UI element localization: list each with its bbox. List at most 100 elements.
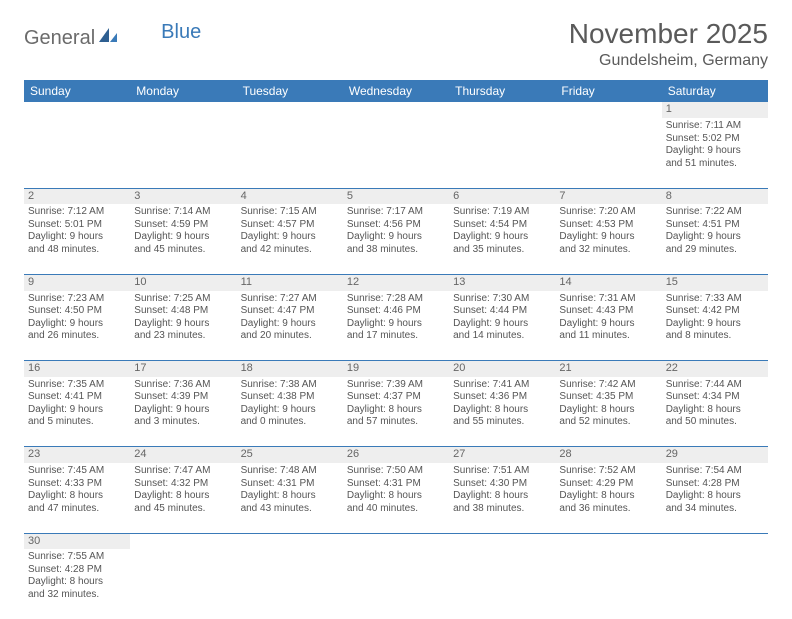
day-detail-cell: Sunrise: 7:48 AMSunset: 4:31 PMDaylight:… [237,463,343,533]
day-number-cell: 18 [237,361,343,377]
sunrise-text: Sunrise: 7:17 AM [347,206,445,219]
day-number-cell: 14 [555,274,661,290]
daylight-text: and 43 minutes. [241,503,339,516]
day-number-cell [237,533,343,549]
day-number-cell: 25 [237,447,343,463]
daylight-text: Daylight: 8 hours [453,404,551,417]
day-number-cell: 24 [130,447,236,463]
daylight-text: Daylight: 8 hours [241,490,339,503]
sunset-text: Sunset: 4:36 PM [453,391,551,404]
sunrise-text: Sunrise: 7:47 AM [134,465,232,478]
day-number-cell: 9 [24,274,130,290]
sunrise-text: Sunrise: 7:25 AM [134,293,232,306]
day-detail-row: Sunrise: 7:35 AMSunset: 4:41 PMDaylight:… [24,377,768,447]
daylight-text: and 47 minutes. [28,503,126,516]
daylight-text: and 42 minutes. [241,244,339,257]
sunset-text: Sunset: 4:35 PM [559,391,657,404]
sunrise-text: Sunrise: 7:36 AM [134,379,232,392]
day-number-cell [555,533,661,549]
sunrise-text: Sunrise: 7:50 AM [347,465,445,478]
day-number-cell [449,102,555,118]
daylight-text: Daylight: 9 hours [666,318,764,331]
sunrise-text: Sunrise: 7:48 AM [241,465,339,478]
title-block: November 2025 Gundelsheim, Germany [569,18,768,70]
day-number-row: 9101112131415 [24,274,768,290]
day-number-cell: 6 [449,188,555,204]
daylight-text: Daylight: 9 hours [347,318,445,331]
day-detail-cell: Sunrise: 7:38 AMSunset: 4:38 PMDaylight:… [237,377,343,447]
sunrise-text: Sunrise: 7:44 AM [666,379,764,392]
daylight-text: Daylight: 9 hours [666,231,764,244]
weekday-header: Sunday [24,80,130,102]
sunrise-text: Sunrise: 7:41 AM [453,379,551,392]
day-detail-cell [555,118,661,188]
day-number-row: 16171819202122 [24,361,768,377]
sunset-text: Sunset: 4:37 PM [347,391,445,404]
day-detail-cell [662,549,768,619]
month-title: November 2025 [569,18,768,50]
daylight-text: Daylight: 9 hours [134,404,232,417]
sunset-text: Sunset: 4:54 PM [453,219,551,232]
day-detail-cell [343,118,449,188]
day-number-cell: 5 [343,188,449,204]
sunset-text: Sunset: 4:47 PM [241,305,339,318]
day-detail-cell: Sunrise: 7:14 AMSunset: 4:59 PMDaylight:… [130,204,236,274]
day-detail-cell: Sunrise: 7:35 AMSunset: 4:41 PMDaylight:… [24,377,130,447]
sunrise-text: Sunrise: 7:42 AM [559,379,657,392]
day-number-cell: 26 [343,447,449,463]
day-number-row: 1 [24,102,768,118]
daylight-text: and 57 minutes. [347,416,445,429]
sunset-text: Sunset: 4:30 PM [453,478,551,491]
daylight-text: and 23 minutes. [134,330,232,343]
daylight-text: and 17 minutes. [347,330,445,343]
daylight-text: and 51 minutes. [666,158,764,171]
day-detail-cell [130,549,236,619]
day-detail-cell: Sunrise: 7:39 AMSunset: 4:37 PMDaylight:… [343,377,449,447]
sunset-text: Sunset: 4:28 PM [666,478,764,491]
day-detail-row: Sunrise: 7:23 AMSunset: 4:50 PMDaylight:… [24,291,768,361]
sunset-text: Sunset: 4:39 PM [134,391,232,404]
sunrise-text: Sunrise: 7:14 AM [134,206,232,219]
daylight-text: and 35 minutes. [453,244,551,257]
daylight-text: and 45 minutes. [134,503,232,516]
day-number-cell: 15 [662,274,768,290]
day-detail-cell: Sunrise: 7:42 AMSunset: 4:35 PMDaylight:… [555,377,661,447]
sunset-text: Sunset: 4:29 PM [559,478,657,491]
sunrise-text: Sunrise: 7:19 AM [453,206,551,219]
sunset-text: Sunset: 4:38 PM [241,391,339,404]
day-number-cell [555,102,661,118]
sunrise-text: Sunrise: 7:55 AM [28,551,126,564]
logo-text-general: General [24,27,95,50]
daylight-text: Daylight: 9 hours [666,145,764,158]
weekday-header: Monday [130,80,236,102]
daylight-text: and 20 minutes. [241,330,339,343]
day-number-cell: 17 [130,361,236,377]
daylight-text: and 32 minutes. [28,589,126,602]
daylight-text: Daylight: 8 hours [453,490,551,503]
day-detail-cell: Sunrise: 7:47 AMSunset: 4:32 PMDaylight:… [130,463,236,533]
day-number-cell: 3 [130,188,236,204]
sunrise-text: Sunrise: 7:52 AM [559,465,657,478]
sunset-text: Sunset: 4:28 PM [28,564,126,577]
daylight-text: Daylight: 9 hours [453,318,551,331]
daylight-text: and 52 minutes. [559,416,657,429]
day-number-cell [662,533,768,549]
day-detail-row: Sunrise: 7:45 AMSunset: 4:33 PMDaylight:… [24,463,768,533]
day-detail-cell: Sunrise: 7:36 AMSunset: 4:39 PMDaylight:… [130,377,236,447]
day-number-cell [24,102,130,118]
day-detail-cell [24,118,130,188]
daylight-text: and 48 minutes. [28,244,126,257]
daylight-text: and 55 minutes. [453,416,551,429]
daylight-text: Daylight: 8 hours [28,490,126,503]
weekday-header: Thursday [449,80,555,102]
daylight-text: Daylight: 8 hours [347,404,445,417]
day-detail-cell: Sunrise: 7:25 AMSunset: 4:48 PMDaylight:… [130,291,236,361]
day-detail-cell: Sunrise: 7:23 AMSunset: 4:50 PMDaylight:… [24,291,130,361]
sunset-text: Sunset: 4:53 PM [559,219,657,232]
day-number-cell: 20 [449,361,555,377]
logo-text-blue: Blue [161,21,201,44]
daylight-text: Daylight: 8 hours [666,490,764,503]
daylight-text: Daylight: 8 hours [28,576,126,589]
daylight-text: and 36 minutes. [559,503,657,516]
day-detail-cell: Sunrise: 7:30 AMSunset: 4:44 PMDaylight:… [449,291,555,361]
